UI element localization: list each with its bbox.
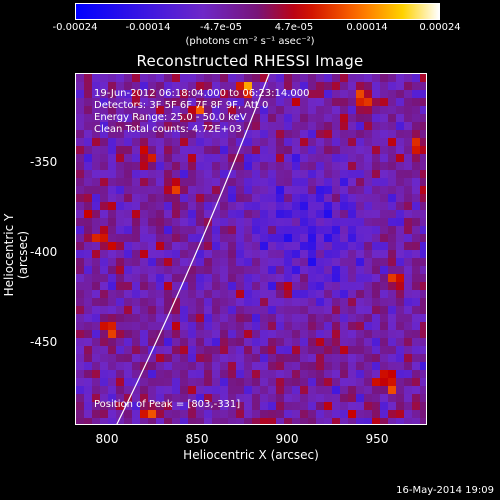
y-tick: -350 bbox=[30, 155, 58, 169]
y-axis-label: Heliocentric Y (arcsec) bbox=[2, 213, 30, 297]
rhessi-image: 19-Jun-2012 06:18:04.000 to 06:23:14.000… bbox=[75, 73, 427, 425]
y-tick: -450 bbox=[30, 335, 58, 349]
colorbar-tick: -0.00024 bbox=[52, 22, 98, 33]
x-tick: 800 bbox=[95, 432, 119, 446]
x-tick: 850 bbox=[185, 432, 209, 446]
colorbar-tick: 0.00024 bbox=[419, 22, 461, 33]
x-axis-label: Heliocentric X (arcsec) bbox=[183, 448, 319, 462]
clean-counts-text: Clean Total counts: 4.72E+03 bbox=[94, 124, 242, 135]
peak-position-text: Position of Peak = [803,-331] bbox=[94, 399, 241, 410]
plot-title: Reconstructed RHESSI Image bbox=[136, 52, 364, 70]
colorbar-tick: -4.7e-05 bbox=[200, 22, 242, 33]
heatmap bbox=[76, 74, 426, 424]
colorbar-tick: -0.00014 bbox=[125, 22, 171, 33]
x-tick: 900 bbox=[275, 432, 299, 446]
date-stamp: 16-May-2014 19:09 bbox=[396, 485, 494, 496]
y-tick: -400 bbox=[30, 245, 58, 259]
limb-curve bbox=[116, 74, 270, 424]
colorbar-tick: 4.7e-05 bbox=[274, 22, 314, 33]
x-tick: 950 bbox=[365, 432, 389, 446]
colorbar-units: (photons cm⁻² s⁻¹ asec⁻²) bbox=[185, 36, 315, 47]
colorbar bbox=[75, 3, 440, 20]
detectors-text: Detectors: 3F 5F 6F 7F 8F 9F, Att 0 bbox=[94, 100, 269, 111]
time-range: 19-Jun-2012 06:18:04.000 to 06:23:14.000 bbox=[94, 88, 310, 99]
energy-range-text: Energy Range: 25.0 - 50.0 keV bbox=[94, 112, 247, 123]
colorbar-tick: 0.00014 bbox=[346, 22, 388, 33]
